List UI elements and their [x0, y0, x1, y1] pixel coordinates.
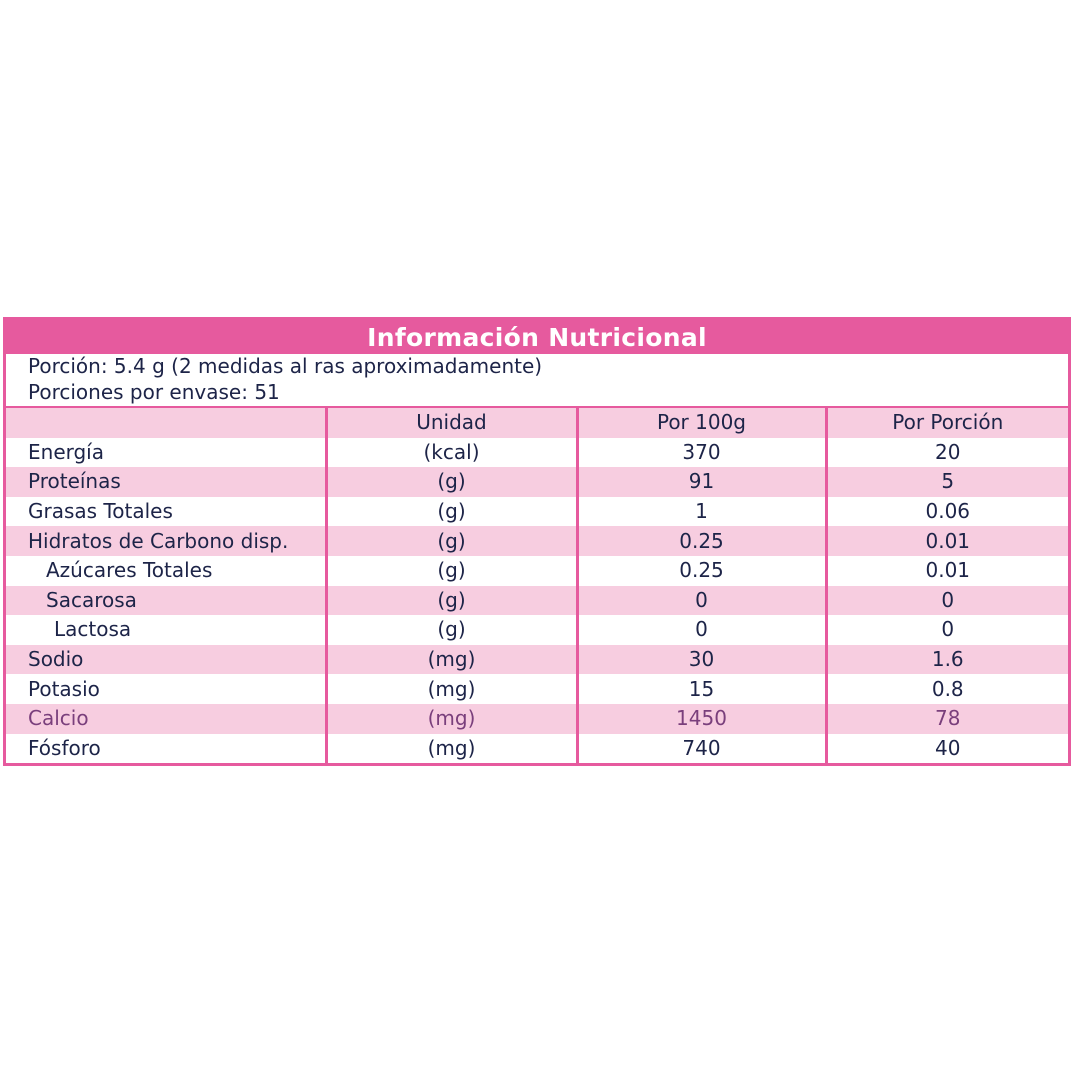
nutrient-unit: (mg): [324, 733, 577, 764]
nutrient-name: Energía: [6, 437, 326, 468]
nutrition-table: Unidad Por 100g Por Porción Energía (kca…: [6, 408, 1068, 764]
table-header-row: Unidad Por 100g Por Porción: [6, 408, 1068, 438]
table-row: Potasio (mg) 15 0.8: [6, 674, 1068, 704]
header-divider: [6, 406, 1068, 408]
nutrient-unit: (g): [324, 526, 577, 556]
nutrient-per-100g: 1: [575, 496, 826, 527]
nutrient-name: Sacarosa: [6, 585, 326, 616]
table-row: Calcio (mg) 1450 78: [6, 703, 1068, 734]
nutrient-per-portion: 0.8: [824, 674, 1068, 704]
nutrient-per-portion: 5: [824, 467, 1068, 497]
nutrient-name: Grasas Totales: [6, 496, 326, 527]
column-header-per-portion: Por Porción: [824, 408, 1068, 438]
nutrient-per-100g: 0.25: [575, 555, 826, 586]
table-row: Lactosa (g) 0 0: [6, 615, 1068, 645]
nutrient-unit: (g): [324, 585, 577, 616]
table-row: Energía (kcal) 370 20: [6, 437, 1068, 468]
nutrient-per-100g: 0: [575, 585, 826, 616]
nutrient-name: Azúcares Totales: [6, 555, 326, 586]
nutrient-name: Potasio: [6, 674, 326, 704]
nutrient-unit: (kcal): [324, 437, 577, 468]
nutrient-per-100g: 15: [575, 674, 826, 704]
nutrient-per-portion: 78: [824, 703, 1068, 734]
nutrient-per-100g: 30: [575, 644, 826, 675]
nutrient-unit: (g): [324, 496, 577, 527]
nutrition-facts-panel: Información Nutricional Porción: 5.4 g (…: [3, 317, 1071, 766]
nutrient-per-portion: 0.06: [824, 496, 1068, 527]
nutrient-name: Calcio: [6, 703, 326, 734]
column-header-per-100g: Por 100g: [575, 408, 826, 438]
table-row: Sacarosa (g) 0 0: [6, 585, 1068, 616]
table-row: Hidratos de Carbono disp. (g) 0.25 0.01: [6, 526, 1068, 556]
nutrient-name: Hidratos de Carbono disp.: [6, 526, 326, 556]
nutrient-per-portion: 20: [824, 437, 1068, 468]
nutrient-per-100g: 0.25: [575, 526, 826, 556]
nutrient-unit: (g): [324, 467, 577, 497]
nutrient-per-portion: 0: [824, 615, 1068, 645]
nutrient-name: Fósforo: [6, 733, 326, 764]
nutrient-unit: (g): [324, 555, 577, 586]
nutrient-per-portion: 0: [824, 585, 1068, 616]
nutrient-per-100g: 91: [575, 467, 826, 497]
table-row: Proteínas (g) 91 5: [6, 467, 1068, 497]
nutrient-per-100g: 1450: [575, 703, 826, 734]
nutrient-per-portion: 0.01: [824, 555, 1068, 586]
nutrient-per-100g: 740: [575, 733, 826, 764]
nutrient-name: Sodio: [6, 644, 326, 675]
nutrient-unit: (mg): [324, 644, 577, 675]
nutrient-unit: (g): [324, 615, 577, 645]
table-row: Fósforo (mg) 740 40: [6, 733, 1068, 764]
column-header-unit: Unidad: [324, 408, 577, 438]
nutrient-unit: (mg): [324, 674, 577, 704]
table-row: Grasas Totales (g) 1 0.06: [6, 496, 1068, 527]
column-header-name: [6, 408, 326, 438]
servings-per-container: Porciones por envase: 51: [28, 380, 280, 404]
nutrient-name: Lactosa: [6, 615, 326, 645]
nutrient-unit: (mg): [324, 703, 577, 734]
nutrient-per-portion: 1.6: [824, 644, 1068, 675]
table-row: Sodio (mg) 30 1.6: [6, 644, 1068, 675]
nutrient-per-100g: 370: [575, 437, 826, 468]
table-row: Azúcares Totales (g) 0.25 0.01: [6, 555, 1068, 586]
nutrient-name: Proteínas: [6, 467, 326, 497]
nutrient-per-portion: 0.01: [824, 526, 1068, 556]
nutrient-per-portion: 40: [824, 733, 1068, 764]
nutrient-per-100g: 0: [575, 615, 826, 645]
nutrition-title: Información Nutricional: [6, 320, 1068, 354]
serving-size: Porción: 5.4 g (2 medidas al ras aproxim…: [28, 354, 543, 378]
